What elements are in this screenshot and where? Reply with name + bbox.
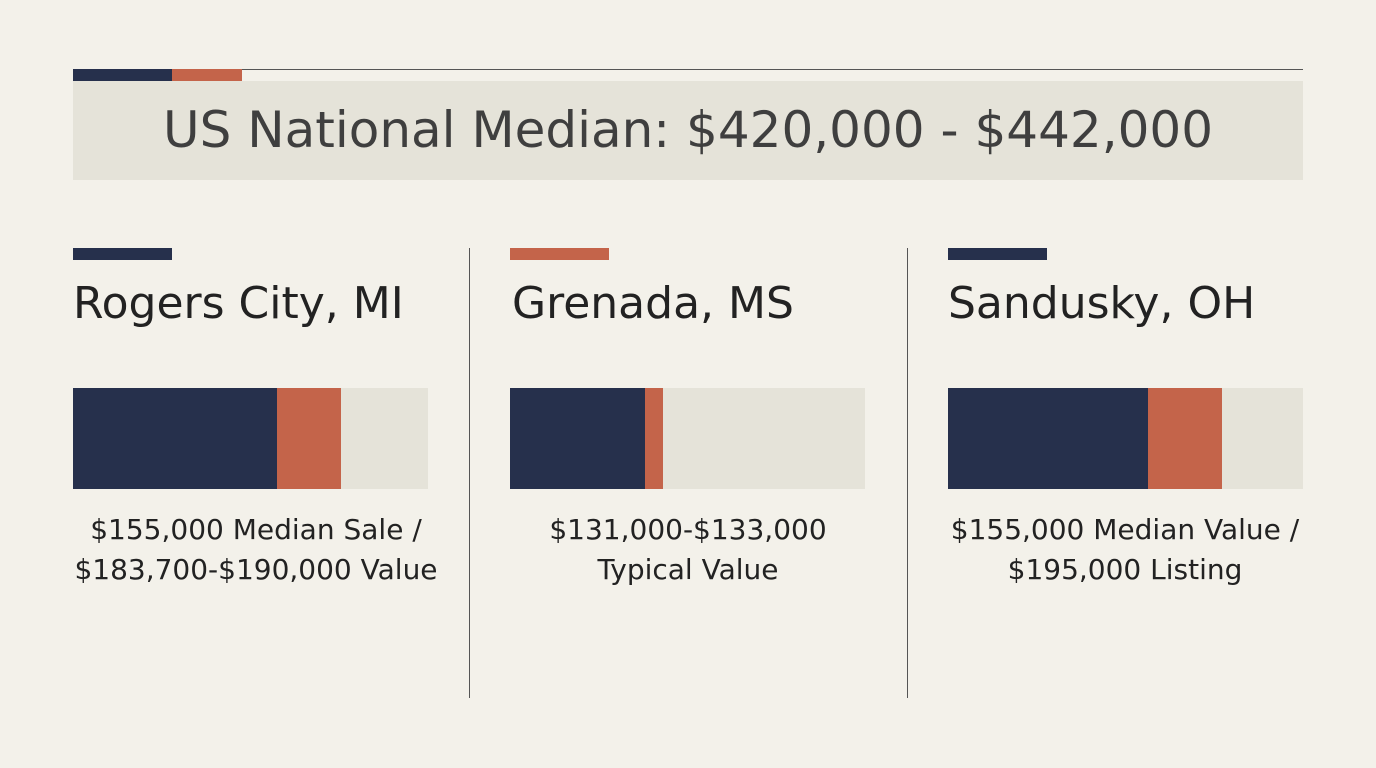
caption-line: $155,000 Median Sale / — [90, 513, 422, 546]
card-caption: $155,000 Median Sale / $183,700-$190,000… — [46, 510, 466, 590]
caption-line: $131,000-$133,000 — [549, 513, 827, 546]
card-caption: $155,000 Median Value / $195,000 Listing — [915, 510, 1335, 590]
card-title: Sandusky, OH — [948, 278, 1256, 329]
card-caption: $131,000-$133,000 Typical Value — [478, 510, 898, 590]
accent — [73, 248, 172, 260]
divider — [907, 248, 908, 698]
bar-segment — [1148, 388, 1222, 489]
bar-segment — [948, 388, 1148, 489]
top-rule — [73, 69, 1303, 70]
bar-segment — [645, 388, 663, 489]
accent — [172, 69, 242, 81]
bar-segment — [277, 388, 341, 489]
caption-line: Typical Value — [597, 553, 779, 586]
header-title: US National Median: $420,000 - $442,000 — [73, 81, 1303, 180]
accent — [948, 248, 1047, 260]
accent — [510, 248, 609, 260]
accent — [73, 69, 172, 81]
caption-line: $155,000 Median Value / — [950, 513, 1300, 546]
bar-segment — [73, 388, 277, 489]
card-title: Grenada, MS — [512, 278, 794, 329]
caption-line: $195,000 Listing — [1007, 553, 1243, 586]
caption-line: $183,700-$190,000 Value — [74, 553, 438, 586]
card-title: Rogers City, MI — [73, 278, 404, 329]
bar-segment — [510, 388, 645, 489]
divider — [469, 248, 470, 698]
